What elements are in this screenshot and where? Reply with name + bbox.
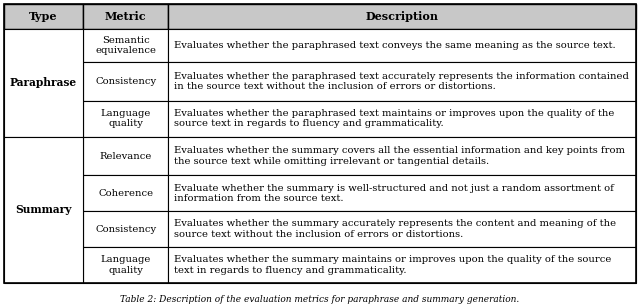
Bar [83, 62, 168, 101]
Text: Paraphrase: Paraphrase [10, 77, 77, 88]
Bar [4, 29, 83, 137]
Text: Evaluates whether the paraphrased text accurately represents the information con: Evaluates whether the paraphrased text a… [174, 72, 629, 91]
Text: Consistency: Consistency [95, 77, 156, 86]
Bar [168, 211, 636, 247]
Text: Semantic
equivalence: Semantic equivalence [95, 36, 156, 55]
Bar [83, 29, 168, 62]
Text: Evaluates whether the paraphrased text maintains or improves upon the quality of: Evaluates whether the paraphrased text m… [174, 109, 614, 128]
Text: Evaluate whether the summary is well-structured and not just a random assortment: Evaluate whether the summary is well-str… [174, 184, 614, 203]
Text: Language
quality: Language quality [100, 109, 151, 128]
Text: Evaluates whether the summary covers all the essential information and key point: Evaluates whether the summary covers all… [174, 146, 625, 166]
Bar [4, 4, 83, 29]
Text: Evaluates whether the paraphrased text conveys the same meaning as the source te: Evaluates whether the paraphrased text c… [174, 41, 616, 50]
Text: Type: Type [29, 11, 58, 22]
Text: Evaluates whether the summary accurately represents the content and meaning of t: Evaluates whether the summary accurately… [174, 220, 616, 239]
Bar [168, 175, 636, 211]
Bar [83, 247, 168, 283]
Text: Table 2: Description of the evaluation metrics for paraphrase and summary genera: Table 2: Description of the evaluation m… [120, 295, 520, 304]
Bar [168, 62, 636, 101]
Text: Summary: Summary [15, 205, 72, 215]
Bar [83, 137, 168, 175]
Text: Relevance: Relevance [99, 152, 152, 160]
Bar [168, 101, 636, 137]
Text: Consistency: Consistency [95, 225, 156, 234]
Bar [83, 211, 168, 247]
Bar [83, 101, 168, 137]
Text: Language
quality: Language quality [100, 255, 151, 275]
Bar [4, 137, 83, 283]
Text: Description: Description [365, 11, 438, 22]
Bar [168, 29, 636, 62]
Text: Metric: Metric [105, 11, 147, 22]
Text: Evaluates whether the summary maintains or improves upon the quality of the sour: Evaluates whether the summary maintains … [174, 255, 612, 275]
Bar [168, 137, 636, 175]
Bar [168, 247, 636, 283]
Bar [168, 4, 636, 29]
Bar [83, 175, 168, 211]
Text: Coherence: Coherence [98, 189, 153, 198]
Bar [83, 4, 168, 29]
